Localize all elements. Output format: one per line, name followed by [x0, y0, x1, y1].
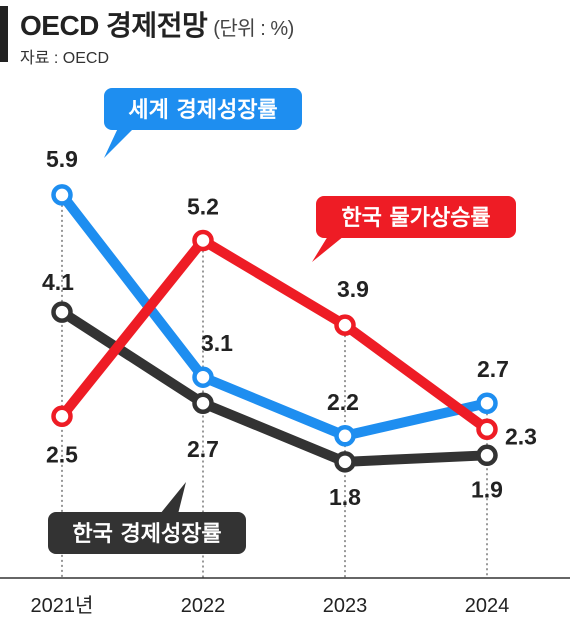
data-point	[51, 184, 73, 206]
title-accent-bar	[0, 6, 8, 62]
data-point	[192, 229, 214, 252]
data-label: 5.9	[46, 146, 78, 172]
series-line	[57, 189, 492, 441]
series-line	[57, 307, 492, 467]
series-label-box	[48, 512, 246, 554]
source-label: 자료 : OECD	[20, 50, 110, 67]
data-label: 2.7	[187, 436, 219, 462]
data-label: 1.9	[471, 476, 503, 502]
series-label-text: 한국 물가상승률	[341, 206, 490, 231]
data-point	[476, 444, 498, 467]
data-label: 2.3	[505, 423, 537, 449]
series-label-pointer	[312, 236, 344, 262]
data-label: 2.7	[477, 356, 509, 382]
data-label: 4.1	[42, 269, 74, 295]
x-tick-label: 2023	[323, 595, 368, 617]
chart-title-text: OECD 경제전망	[20, 10, 208, 41]
series-label-world-growth: 세계 경제성장률	[104, 88, 302, 158]
x-tick-label: 2021년	[31, 594, 94, 617]
data-point	[51, 405, 73, 427]
data-label: 1.8	[329, 484, 361, 510]
data-point	[334, 425, 356, 447]
unit-label: (단위 : %)	[213, 18, 294, 40]
data-point	[334, 314, 356, 336]
data-label: 3.9	[337, 276, 369, 302]
series-line	[57, 235, 492, 435]
data-point	[192, 392, 214, 414]
data-label: 2.5	[46, 441, 78, 467]
series-label-korea-growth: 한국 경제성장률	[48, 482, 246, 554]
data-point	[192, 366, 214, 388]
x-tick-label: 2022	[181, 595, 226, 617]
series-label-box	[104, 88, 302, 130]
data-label: 3.1	[201, 330, 233, 356]
data-point	[476, 418, 498, 441]
data-point	[334, 451, 356, 473]
chart-title: OECD 경제전망 (단위 : %)	[20, 4, 294, 44]
data-label: 2.2	[327, 389, 359, 415]
series-label-text: 세계 경제성장률	[128, 98, 277, 123]
series-label-box	[316, 196, 516, 238]
series-label-text: 한국 경제성장률	[72, 522, 221, 547]
data-point	[476, 392, 498, 414]
data-label: 5.2	[187, 193, 219, 219]
series-label-pointer	[160, 482, 186, 514]
x-tick-label: 2024	[465, 595, 510, 617]
series-label-korea-inflation: 한국 물가상승률	[312, 196, 516, 262]
series-label-pointer	[104, 128, 134, 158]
data-point	[51, 301, 73, 323]
